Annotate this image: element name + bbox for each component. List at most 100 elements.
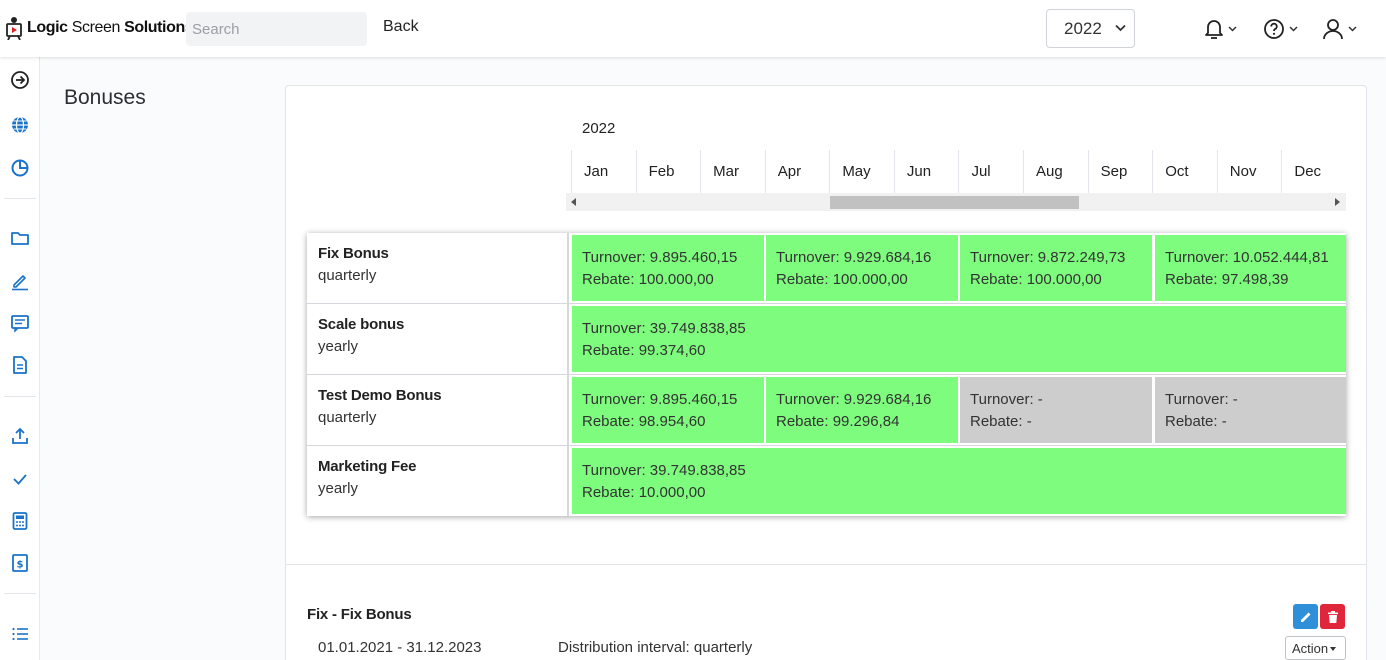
user-menu-button[interactable] <box>1322 16 1357 42</box>
check-icon[interactable] <box>10 469 30 489</box>
rebate-value: Rebate: 99.374,60 <box>582 342 706 359</box>
pencil-icon[interactable] <box>10 271 30 291</box>
logo-text: Logic Screen Solutions <box>27 19 194 36</box>
month-label: Dec <box>1281 150 1346 193</box>
folder-icon[interactable] <box>10 228 30 248</box>
month-label: Sep <box>1087 150 1153 193</box>
chevron-down-icon <box>1348 26 1357 32</box>
rebate-value: Rebate: - <box>970 413 1032 430</box>
bell-icon <box>1205 20 1223 39</box>
user-icon <box>1323 19 1343 40</box>
turnover-value: Turnover: 9.895.460,15 <box>582 391 738 408</box>
bonus-name: Test Demo Bonus <box>318 387 442 404</box>
rail-divider <box>4 396 36 397</box>
turnover-value: Turnover: 9.872.249,73 <box>970 249 1126 266</box>
period-cell[interactable]: Turnover: 10.052.444,81 Rebate: 97.498,3… <box>1155 235 1346 301</box>
bonus-label[interactable]: Marketing Fee yearly <box>307 446 569 516</box>
bonus-detail-title: Fix - Fix Bonus <box>307 606 412 623</box>
logo-icon <box>4 16 24 41</box>
period-cell[interactable]: Turnover: - Rebate: - <box>960 377 1152 443</box>
turnover-value: Turnover: 39.749.838,85 <box>582 320 746 337</box>
scroll-right-icon[interactable] <box>1335 198 1340 206</box>
action-label: Action <box>1292 641 1329 656</box>
bonus-detail-interval: Distribution interval: quarterly <box>558 639 753 656</box>
period-cell[interactable]: Turnover: 9.929.684,16 Rebate: 99.296,84 <box>766 377 958 443</box>
month-label: Nov <box>1216 150 1282 193</box>
help-icon <box>1264 19 1284 39</box>
bonus-interval: yearly <box>318 338 359 355</box>
left-rail: $ <box>0 57 40 660</box>
timeline-year: 2022 <box>582 120 616 137</box>
search-input[interactable] <box>186 12 367 46</box>
turnover-value: Turnover: 9.929.684,16 <box>776 391 932 408</box>
back-link[interactable]: Back <box>383 18 419 35</box>
message-icon[interactable] <box>10 313 30 333</box>
bonus-label[interactable]: Test Demo Bonus quarterly <box>307 375 569 445</box>
year-select[interactable]: 2022 <box>1046 9 1135 48</box>
year-select-value: 2022 <box>1064 18 1102 38</box>
pie-chart-icon[interactable] <box>10 158 30 178</box>
month-label: Aug <box>1023 150 1088 193</box>
turnover-value: Turnover: 9.929.684,16 <box>776 249 932 266</box>
rebate-value: Rebate: 10.000,00 <box>582 484 706 501</box>
rail-divider <box>4 593 36 594</box>
timeline-scrollbar[interactable] <box>566 193 1346 211</box>
rebate-value: Rebate: 97.498,39 <box>1165 271 1289 288</box>
chevron-down-icon <box>1289 26 1298 32</box>
month-label: Jul <box>958 150 1023 193</box>
turnover-value: Turnover: 39.749.838,85 <box>582 462 746 479</box>
period-cell[interactable]: Turnover: 9.895.460,15 Rebate: 98.954,60 <box>572 377 764 443</box>
bonus-grid: Fix Bonus quarterly Turnover: 9.895.460,… <box>307 233 1346 516</box>
month-header: Jan Feb Mar Apr May Jun Jul Aug Sep Oct … <box>571 150 1346 193</box>
calculator-icon[interactable] <box>10 511 30 531</box>
period-cell[interactable]: Turnover: - Rebate: - <box>1155 377 1346 443</box>
rebate-value: Rebate: 98.954,60 <box>582 413 706 430</box>
upload-icon[interactable] <box>10 426 30 446</box>
scroll-thumb[interactable] <box>830 196 1079 209</box>
rail-divider <box>4 198 36 199</box>
delete-button[interactable] <box>1320 604 1345 629</box>
card-divider <box>285 564 1367 565</box>
caret-down-icon <box>1330 647 1336 651</box>
logo[interactable]: Logic Screen Solutions <box>4 12 194 44</box>
turnover-value: Turnover: 10.052.444,81 <box>1165 249 1329 266</box>
month-label: Jun <box>893 150 959 193</box>
document-icon[interactable] <box>10 355 30 375</box>
chevron-down-icon <box>1228 26 1237 32</box>
period-cell[interactable]: Turnover: 39.749.838,85 Rebate: 10.000,0… <box>572 448 1346 514</box>
turnover-value: Turnover: - <box>1165 391 1238 408</box>
bonus-label[interactable]: Scale bonus yearly <box>307 304 569 374</box>
bonus-interval: yearly <box>318 480 359 497</box>
globe-icon[interactable] <box>10 115 30 135</box>
bonus-row: Test Demo Bonus quarterly Turnover: 9.89… <box>307 375 1346 446</box>
action-dropdown[interactable]: Action <box>1285 636 1346 660</box>
rebate-value: Rebate: 100.000,00 <box>970 271 1102 288</box>
month-label: Jan <box>571 150 636 193</box>
pencil-icon <box>1300 612 1310 622</box>
bonus-interval: quarterly <box>318 409 377 426</box>
rebate-value: Rebate: 100.000,00 <box>776 271 908 288</box>
edit-button[interactable] <box>1293 604 1318 629</box>
top-bar: Logic Screen Solutions Back 2022 <box>0 0 1386 57</box>
period-cell[interactable]: Turnover: 9.929.684,16 Rebate: 100.000,0… <box>766 235 958 301</box>
bonus-row: Scale bonus yearly Turnover: 39.749.838,… <box>307 304 1346 375</box>
rebate-value: Rebate: - <box>1165 413 1227 430</box>
scroll-left-icon[interactable] <box>571 198 576 206</box>
bonus-detail-dates: 01.01.2021 - 31.12.2023 <box>318 639 482 656</box>
svg-text:$: $ <box>17 560 24 571</box>
invoice-icon[interactable]: $ <box>10 553 30 573</box>
arrow-right-circle-icon[interactable] <box>10 70 30 90</box>
bonus-name: Marketing Fee <box>318 458 417 475</box>
bonus-label[interactable]: Fix Bonus quarterly <box>307 233 569 303</box>
period-cell[interactable]: Turnover: 9.872.249,73 Rebate: 100.000,0… <box>960 235 1152 301</box>
month-label: May <box>829 150 894 193</box>
period-cell[interactable]: Turnover: 39.749.838,85 Rebate: 99.374,6… <box>572 306 1346 372</box>
list-icon[interactable] <box>10 624 30 644</box>
month-label: Oct <box>1152 150 1217 193</box>
month-label: Apr <box>764 150 830 193</box>
chevron-down-icon <box>1115 24 1126 32</box>
notifications-button[interactable] <box>1204 16 1237 42</box>
period-cell[interactable]: Turnover: 9.895.460,15 Rebate: 100.000,0… <box>572 235 764 301</box>
help-button[interactable] <box>1263 16 1298 42</box>
page-title: Bonuses <box>64 86 146 109</box>
